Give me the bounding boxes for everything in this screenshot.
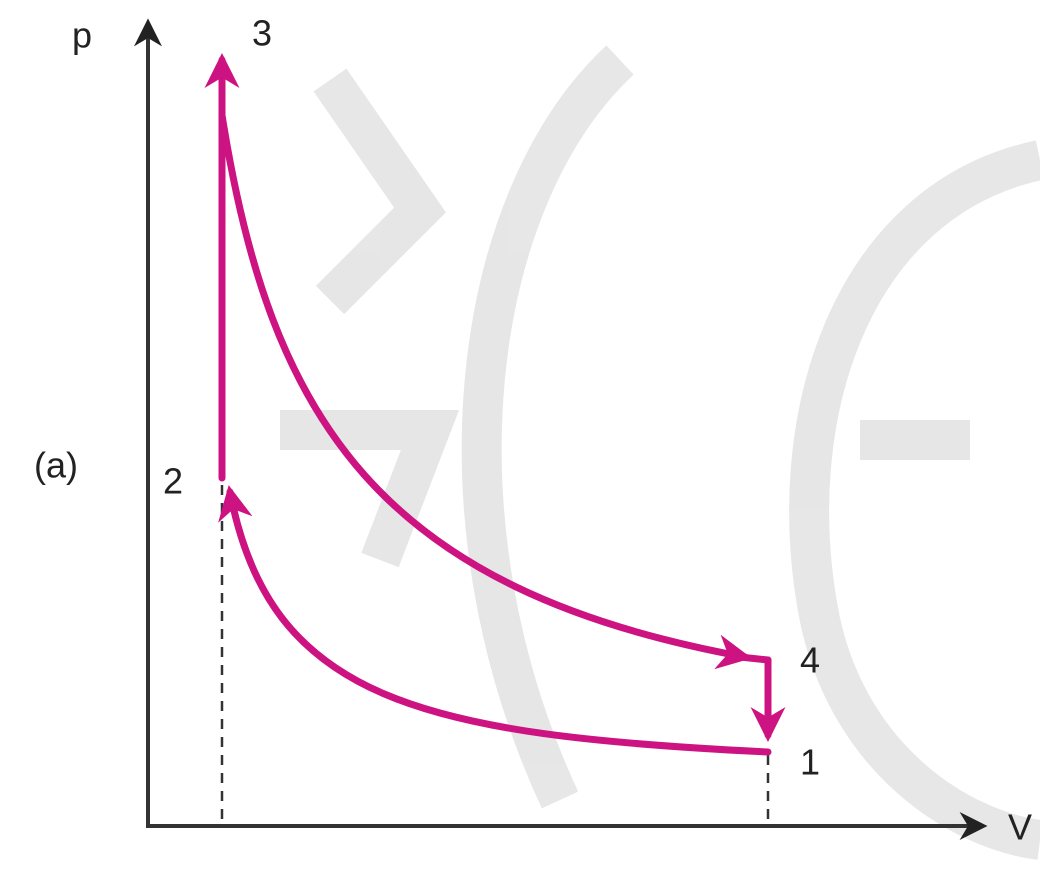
process-1-2 [218,485,772,756]
point-label: 2 [163,461,183,502]
point-label: 4 [800,640,820,681]
process-3-4 [218,111,752,670]
process-3-4-end [736,653,772,664]
point-label: 1 [800,742,820,783]
panel-label: (a) [34,445,78,486]
watermark [280,45,1040,860]
point-label: 3 [252,13,272,54]
x-axis-label: V [1008,807,1032,848]
y-axis-label: p [72,15,92,56]
